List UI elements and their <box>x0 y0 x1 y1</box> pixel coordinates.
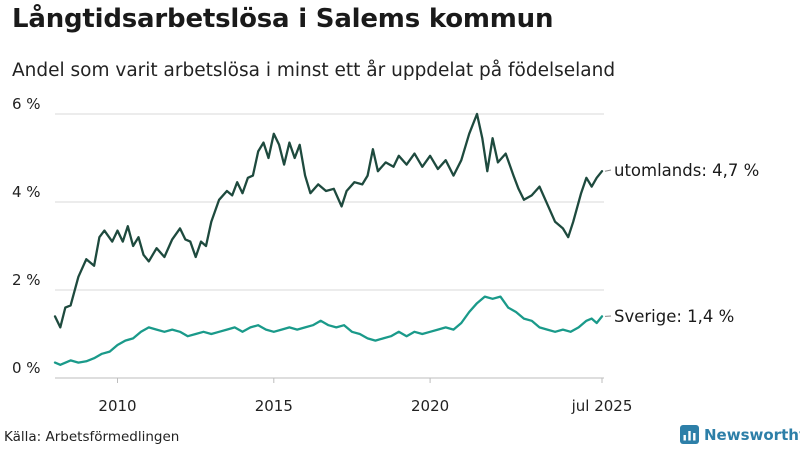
gridlines <box>55 113 604 379</box>
brand-name: Newsworthy <box>704 425 800 444</box>
x-tick-label: 2010 <box>98 397 136 415</box>
newsworthy-logo-icon <box>680 425 699 444</box>
series-end-labels: utomlands: 4,7 % Sverige: 1,4 % <box>604 161 759 326</box>
y-tick-label: 6 % <box>12 95 41 113</box>
series-end-label: Sverige: 1,4 % <box>614 307 734 326</box>
end-label-connector <box>604 169 612 172</box>
brand: Newsworthy <box>680 425 800 444</box>
y-axis-ticks: 0 % 2 % 4 % 6 % <box>12 95 41 377</box>
chart-title: Långtidsarbetslösa i Salems kommun <box>12 4 554 34</box>
x-tick-label: 2020 <box>411 397 449 415</box>
x-axis-ticks: 2010 2015 2020 jul 2025 <box>98 378 632 415</box>
x-tick-label: 2015 <box>255 397 293 415</box>
x-tick-label: jul 2025 <box>571 397 633 415</box>
source-note: Källa: Arbetsförmedlingen <box>4 429 180 445</box>
series-lines <box>53 112 604 366</box>
series-end-label: utomlands: 4,7 % <box>614 161 759 180</box>
y-tick-label: 2 % <box>12 271 41 289</box>
chart-subtitle: Andel som varit arbetslösa i minst ett å… <box>12 60 616 81</box>
series-line-sverige <box>53 295 604 366</box>
series-line-utomlands <box>53 112 604 329</box>
y-tick-label: 4 % <box>12 183 41 201</box>
y-tick-label: 0 % <box>12 359 41 377</box>
